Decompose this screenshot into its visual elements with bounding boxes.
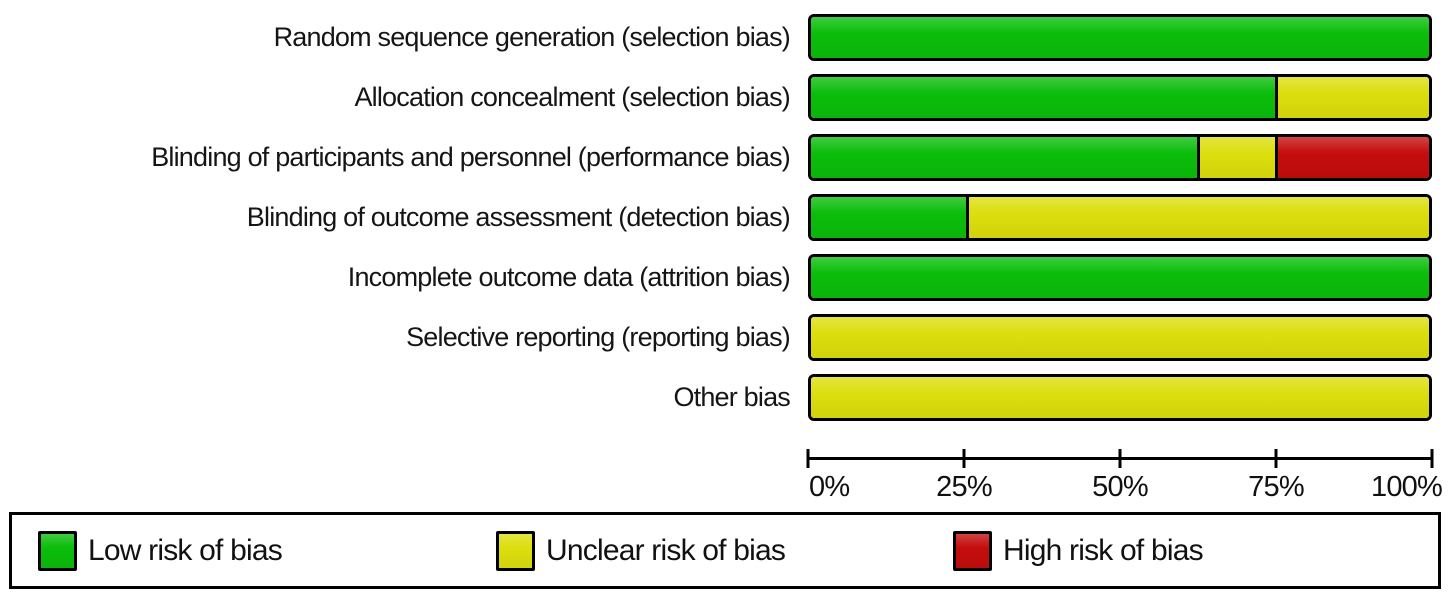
bar-segment-low xyxy=(811,137,1198,178)
legend-label: High risk of bias xyxy=(1003,533,1204,567)
bias-bar xyxy=(808,194,1432,241)
x-axis-tick xyxy=(962,449,966,468)
legend-swatch-low xyxy=(38,530,77,571)
legend: Low risk of bias Unclear risk of bias Hi… xyxy=(9,512,1441,589)
x-axis-tick-label: 25% xyxy=(936,471,992,503)
legend-label: Unclear risk of bias xyxy=(546,533,786,567)
x-axis-tick xyxy=(806,449,810,468)
bias-row-label: Allocation concealment (selection bias) xyxy=(354,82,790,112)
bar-segment-low xyxy=(811,257,1429,298)
bias-row: Random sequence generation (selection bi… xyxy=(0,14,1450,61)
x-axis-tick-label: 0% xyxy=(809,471,850,503)
legend-item-low: Low risk of bias xyxy=(38,530,283,571)
bias-row-label: Blinding of participants and personnel (… xyxy=(151,142,791,172)
bias-row: Blinding of outcome assessment (detectio… xyxy=(0,194,1450,241)
x-axis-tick xyxy=(1274,449,1278,468)
x-axis-tick-label: 100% xyxy=(1371,471,1443,503)
bias-bar xyxy=(808,74,1432,121)
bar-segment-unclear xyxy=(965,197,1429,238)
bias-row-label: Other bias xyxy=(673,382,790,412)
bar-segment-unclear xyxy=(1274,77,1429,118)
bar-segment-low xyxy=(811,77,1275,118)
x-axis-tick-label: 50% xyxy=(1092,471,1148,503)
bar-segment-low xyxy=(811,197,966,238)
legend-item-unclear: Unclear risk of bias xyxy=(496,530,786,571)
bias-bar xyxy=(808,374,1432,421)
x-axis: 0% 25% 50% 75% 100% xyxy=(806,449,1443,511)
bias-row: Other bias xyxy=(0,374,1450,421)
bias-row: Incomplete outcome data (attrition bias) xyxy=(0,254,1450,301)
bar-segment-unclear xyxy=(811,377,1429,418)
legend-label: Low risk of bias xyxy=(88,533,283,567)
bias-bar xyxy=(808,134,1432,181)
bias-row: Blinding of participants and personnel (… xyxy=(0,134,1450,181)
bar-segment-unclear xyxy=(1197,137,1275,178)
legend-swatch-high xyxy=(953,530,992,571)
bar-segment-low xyxy=(811,17,1429,58)
bias-row: Allocation concealment (selection bias) xyxy=(0,74,1450,121)
legend-item-high: High risk of bias xyxy=(953,530,1204,571)
x-axis-tick-label: 75% xyxy=(1248,471,1304,503)
bias-row-label: Incomplete outcome data (attrition bias) xyxy=(347,262,791,292)
x-axis-tick xyxy=(1430,449,1434,468)
bias-bar xyxy=(808,14,1432,61)
bar-segment-unclear xyxy=(811,317,1429,358)
bias-bar xyxy=(808,254,1432,301)
x-axis-tick xyxy=(1118,449,1122,468)
legend-swatch-unclear xyxy=(496,530,535,571)
bar-segment-high xyxy=(1274,137,1429,178)
bias-bar xyxy=(808,314,1432,361)
bias-row-label: Random sequence generation (selection bi… xyxy=(273,22,791,52)
bias-row-label: Blinding of outcome assessment (detectio… xyxy=(246,202,791,232)
bias-row-label: Selective reporting (reporting bias) xyxy=(406,322,791,352)
bias-row: Selective reporting (reporting bias) xyxy=(0,314,1450,361)
